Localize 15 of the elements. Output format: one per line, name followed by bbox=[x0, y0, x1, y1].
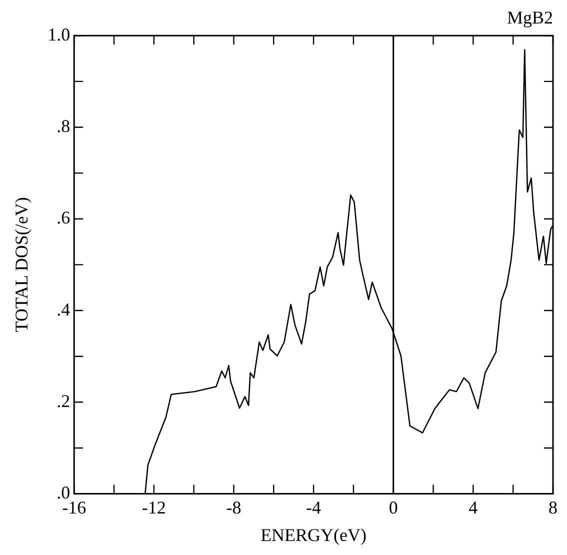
y-axis-title: TOTAL DOS(/eV) bbox=[12, 197, 32, 332]
x-axis-title: ENERGY(eV) bbox=[260, 524, 367, 545]
x-tick-label: -8 bbox=[226, 497, 242, 518]
y-tick-label: .4 bbox=[56, 299, 70, 320]
y-tick-label: .6 bbox=[56, 208, 70, 228]
x-tick-label: 8 bbox=[548, 497, 558, 518]
chart-title: MgB2 bbox=[506, 8, 553, 28]
y-tick-label: .0 bbox=[56, 482, 70, 503]
x-tick-label: -4 bbox=[306, 497, 322, 518]
y-tick-label: .8 bbox=[56, 116, 70, 136]
x-tick-label: 4 bbox=[468, 497, 478, 518]
x-tick-label: 0 bbox=[388, 497, 398, 518]
y-tick-label: .2 bbox=[56, 390, 70, 411]
y-tick-label: 1.0 bbox=[48, 24, 70, 44]
x-tick-label: -12 bbox=[142, 497, 166, 518]
